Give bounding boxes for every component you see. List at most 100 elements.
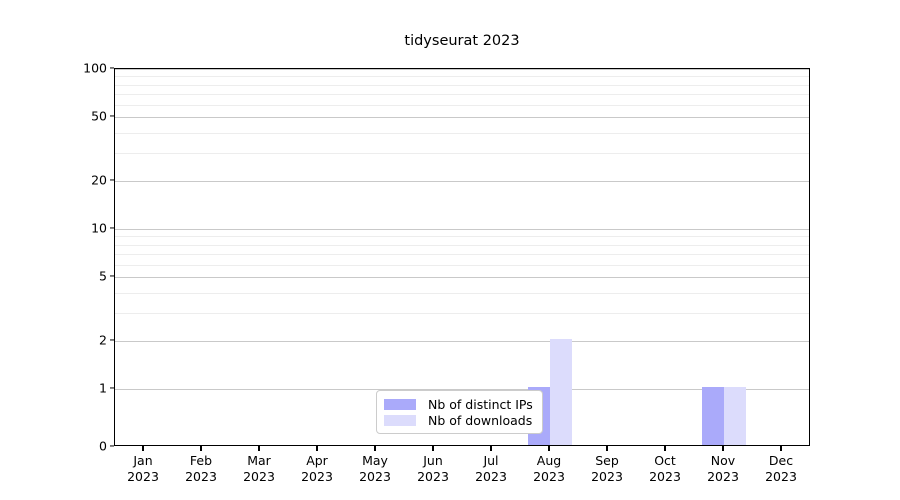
x-axis-tick-label: Sep 2023 (591, 453, 623, 484)
x-axis-tick-label: Oct 2023 (649, 453, 681, 484)
y-axis-tick-mark (109, 179, 114, 181)
legend-item[interactable]: Nb of downloads (384, 412, 533, 428)
x-axis-tick-label: Jul 2023 (475, 453, 507, 484)
gridline-minor (115, 236, 809, 238)
y-axis-tick-label: 0 (99, 438, 107, 454)
x-tick-month: Nov (710, 453, 736, 468)
legend-label: Nb of distinct IPs (428, 396, 533, 412)
gridline-minor (115, 93, 809, 95)
x-tick-year: 2023 (243, 468, 275, 484)
y-axis-tick-marks (109, 0, 116, 500)
y-axis-tick-label: 1 (99, 380, 107, 396)
y-axis-tick-label: 10 (91, 220, 107, 236)
legend-label: Nb of downloads (428, 412, 533, 428)
x-axis-tick-mark (606, 446, 608, 451)
x-tick-month: Jul (483, 453, 499, 468)
x-axis-tick-label: Nov 2023 (707, 453, 739, 484)
y-axis-tick-label: 100 (83, 60, 107, 76)
legend-swatch-icon (384, 414, 416, 426)
x-tick-month: Sep (595, 453, 619, 468)
gridline-major (115, 340, 809, 342)
x-tick-year: 2023 (301, 468, 333, 484)
x-tick-year: 2023 (591, 468, 623, 484)
legend-swatch-icon (384, 398, 416, 410)
x-axis-tick-mark (548, 446, 550, 451)
x-axis-tick-mark (316, 446, 318, 451)
y-axis-tick-mark (109, 67, 114, 69)
bar-distinct-ips (701, 387, 724, 445)
gridline-minor (115, 76, 809, 78)
y-axis-tick-mark (109, 115, 114, 117)
x-tick-month: Feb (189, 453, 213, 468)
x-tick-month: Dec (768, 453, 794, 468)
x-tick-month: May (362, 453, 388, 468)
y-axis-tick-mark (109, 387, 114, 389)
y-axis-tick-mark (109, 275, 114, 277)
x-axis-tick-label: Dec 2023 (765, 453, 797, 484)
x-axis-tick-mark (374, 446, 376, 451)
x-tick-month: Mar (247, 453, 271, 468)
plot-area (114, 68, 810, 446)
x-axis-tick-marks (0, 446, 900, 452)
gridline-major (115, 117, 809, 119)
x-tick-month: Aug (536, 453, 562, 468)
x-axis-tick-label: Jun 2023 (417, 453, 449, 484)
gridline-major (115, 277, 809, 279)
x-tick-year: 2023 (359, 468, 391, 484)
x-axis-tick-label: May 2023 (359, 453, 391, 484)
x-axis-tick-mark (780, 446, 782, 451)
x-tick-year: 2023 (185, 468, 217, 484)
gridline-minor (115, 264, 809, 266)
x-axis-tick-mark (490, 446, 492, 451)
gridline-major (115, 180, 809, 182)
gridline-minor (115, 152, 809, 154)
y-axis-tick-label: 50 (91, 108, 107, 124)
legend-item[interactable]: Nb of distinct IPs (384, 396, 533, 412)
gridline-major (115, 389, 809, 390)
chart-title: tidyseurat 2023 (404, 33, 520, 49)
y-axis-tick-label: 5 (99, 268, 107, 284)
x-axis-tick-mark (722, 446, 724, 451)
x-axis-tick-label: Apr 2023 (301, 453, 333, 484)
gridline-minor (115, 244, 809, 246)
bar-downloads (724, 387, 747, 445)
bar-downloads (550, 338, 573, 445)
gridline-minor (115, 104, 809, 106)
x-axis-tick-mark (200, 446, 202, 451)
x-axis-tick-mark (142, 446, 144, 451)
gridline-minor (115, 292, 809, 294)
x-axis-tick-label: Jan 2023 (127, 453, 159, 484)
gridline-minor (115, 312, 809, 314)
x-tick-year: 2023 (707, 468, 739, 484)
y-axis-tick-mark (109, 445, 114, 447)
x-tick-month: Jun (423, 453, 443, 468)
x-tick-month: Jan (133, 453, 153, 468)
x-axis-tick-label: Aug 2023 (533, 453, 565, 484)
x-tick-month: Apr (306, 453, 328, 468)
x-axis-tick-label: Mar 2023 (243, 453, 275, 484)
x-tick-year: 2023 (649, 468, 681, 484)
y-axis-tick-label: 20 (91, 172, 107, 188)
chart-legend: Nb of distinct IPs Nb of downloads (376, 390, 543, 434)
y-axis-tick-mark (109, 227, 114, 229)
x-axis-tick-mark (664, 446, 666, 451)
gridline-minor (115, 253, 809, 255)
y-axis-labels: 0 1 2 5 10 20 50 100 (0, 0, 107, 500)
y-axis-tick-mark (109, 339, 114, 341)
gridline-minor (115, 132, 809, 134)
gridline-major (115, 69, 809, 70)
gridline-major (115, 229, 809, 230)
x-tick-year: 2023 (765, 468, 797, 484)
y-axis-tick-label: 2 (99, 332, 107, 348)
x-axis-tick-label: Feb 2023 (185, 453, 217, 484)
x-axis-labels: Jan 2023 Feb 2023 Mar 2023 Apr 2023 May 2023 Jun 20… (0, 453, 900, 493)
x-tick-year: 2023 (475, 468, 507, 484)
x-tick-year: 2023 (417, 468, 449, 484)
x-axis-tick-mark (258, 446, 260, 451)
x-tick-year: 2023 (127, 468, 159, 484)
gridline-minor (115, 84, 809, 86)
x-axis-tick-mark (432, 446, 434, 451)
x-tick-year: 2023 (533, 468, 565, 484)
x-tick-month: Oct (654, 453, 676, 468)
